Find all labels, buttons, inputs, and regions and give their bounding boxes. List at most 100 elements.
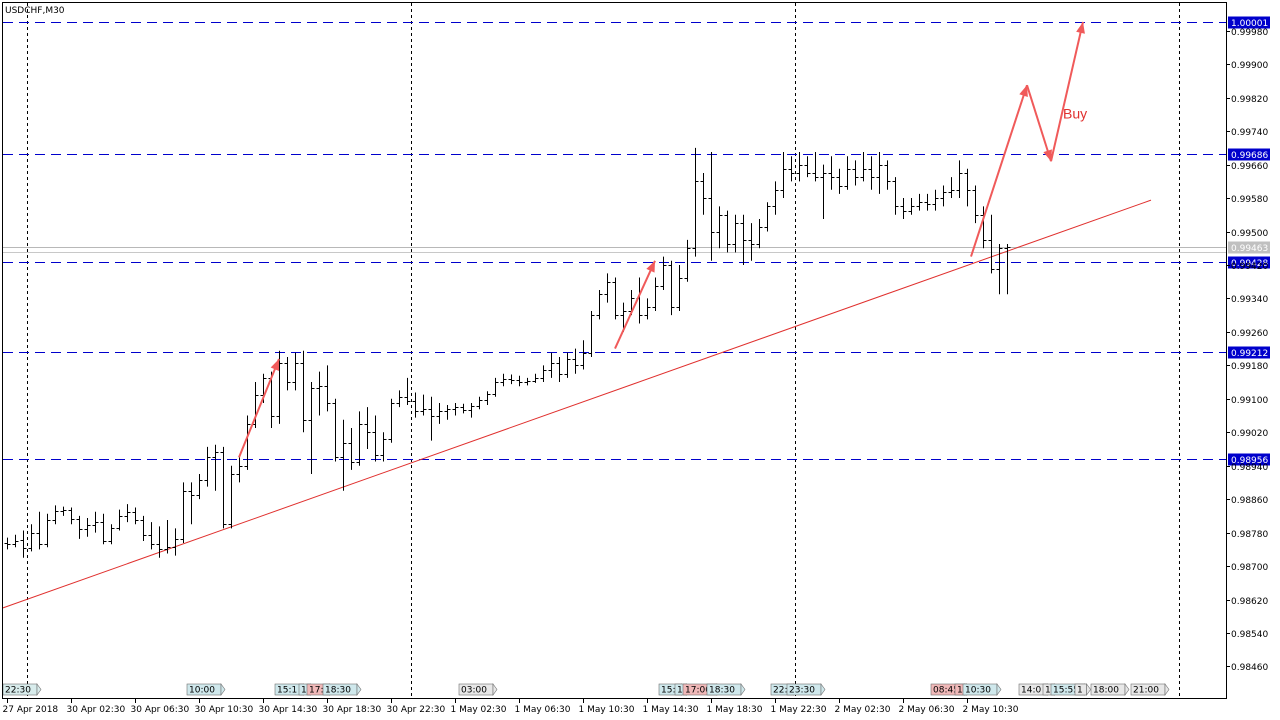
event-tag-label: 10:30	[965, 686, 991, 696]
ohlc-bar	[916, 193, 923, 211]
ohlc-bar	[20, 530, 27, 558]
event-tag-label: 22:30	[5, 686, 31, 696]
ohlc-bar	[244, 415, 251, 470]
event-tag-pointer	[1164, 683, 1170, 696]
ohlc-bar	[892, 177, 899, 215]
time-tick-label: 30 Apr 14:30	[259, 705, 318, 715]
ohlc-bar	[844, 156, 851, 190]
event-tag-label: 1	[957, 686, 963, 696]
ohlc-bar	[516, 375, 523, 387]
time-tick-label: 27 Apr 2018	[3, 705, 59, 715]
ohlc-bar	[540, 365, 547, 383]
ohlc-bar	[716, 206, 723, 249]
ohlc-bar	[348, 428, 355, 470]
ohlc-bar	[292, 352, 299, 391]
ohlc-bar	[356, 411, 363, 466]
ohlc-bar	[156, 526, 163, 558]
event-tag: 1	[1074, 683, 1091, 696]
level-price-label-bg	[1228, 346, 1270, 359]
ohlc-bar	[132, 507, 139, 525]
ohlc-bar	[580, 340, 587, 370]
ohlc-bar	[388, 398, 395, 443]
event-tag-label: 21:00	[1133, 686, 1159, 696]
ohlc-bar	[644, 298, 651, 320]
ohlc-bar	[92, 511, 99, 533]
ohlc-bar	[108, 524, 115, 545]
trendline	[2, 199, 1152, 609]
price-tick-label: 0.98940	[1231, 463, 1268, 473]
ohlc-bar	[12, 534, 19, 548]
level-price-label: 1.00001	[1231, 19, 1268, 29]
ohlc-bar	[532, 373, 539, 383]
level-price-label: 0.99686	[1231, 151, 1268, 161]
ohlc-bar	[204, 446, 211, 487]
ohlc-bar	[316, 371, 323, 416]
event-tag-label: 14:0	[1021, 686, 1041, 696]
ohlc-bar	[412, 392, 419, 418]
event-tag-label: 18:30	[325, 686, 351, 696]
ohlc-bar	[220, 446, 227, 529]
time-tick-label: 1 May 10:30	[579, 705, 635, 715]
price-tick-label: 0.99820	[1231, 95, 1268, 105]
ohlc-bar	[476, 396, 483, 410]
event-tag: 10:00	[186, 683, 226, 696]
ohlc-bar	[996, 244, 1003, 295]
event-tag-label: 17:00	[685, 686, 711, 696]
price-tick-label: 0.99660	[1231, 162, 1268, 172]
arrow-head	[646, 260, 655, 273]
time-tick-label: 2 May 06:30	[899, 705, 955, 715]
ohlc-bar	[116, 509, 123, 531]
ohlc-bar	[332, 398, 339, 462]
event-tag: 22:30	[2, 683, 42, 696]
ohlc-bars	[4, 147, 1011, 558]
price-tick-label: 0.98460	[1231, 663, 1268, 673]
arrow	[238, 358, 280, 458]
event-tag-pointer	[1086, 683, 1091, 696]
ohlc-bar	[180, 482, 187, 544]
ohlc-bar	[44, 513, 51, 548]
ohlc-bar	[484, 391, 491, 406]
price-tick-label: 0.99420	[1231, 262, 1268, 272]
trendline-group	[2, 199, 1152, 609]
ohlc-bar	[340, 419, 347, 491]
bid-ask-lines: 0.99463	[3, 241, 1270, 254]
price-tick-label: 0.98780	[1231, 530, 1268, 540]
price-tick-label: 0.98860	[1231, 496, 1268, 506]
arrow-head	[1043, 149, 1052, 162]
ohlc-bar	[52, 505, 59, 525]
time-tick-label: 1 May 22:30	[771, 705, 827, 715]
event-tag-label: 22:	[773, 686, 787, 696]
ohlc-bar	[756, 218, 763, 249]
ohlc-bar	[524, 377, 531, 386]
arrow-head	[1019, 85, 1028, 97]
ohlc-bar	[172, 528, 179, 556]
arrow	[614, 260, 656, 350]
horizontal-levels: 1.00001 0.99686 0.99428 0.99212 0.98956	[3, 16, 1270, 466]
ohlc-bar	[908, 198, 915, 215]
ohlc-bar	[700, 172, 707, 215]
event-tag-pointer	[820, 683, 826, 696]
ohlc-bar	[732, 214, 739, 253]
ohlc-bar	[436, 402, 443, 424]
time-tick-label: 30 Apr 10:30	[195, 705, 254, 715]
ohlc-bar	[68, 507, 75, 525]
ohlc-bar	[780, 152, 787, 199]
time-tick-label: 30 Apr 06:30	[131, 705, 190, 715]
ohlc-bar	[396, 390, 403, 408]
price-tick-label: 0.99740	[1231, 128, 1268, 138]
ohlc-bar	[308, 382, 315, 475]
ohlc-bar	[148, 522, 155, 550]
buy-annotation: Buy	[1063, 106, 1087, 122]
event-tag: 10:30	[962, 683, 1002, 696]
ohlc-bar	[932, 189, 939, 211]
projection-path	[970, 21, 1085, 257]
price-axis[interactable]: 0.99980 0.99900 0.99820 0.99740 0.99660 0.995…	[1226, 28, 1268, 673]
ohlc-bar	[820, 164, 827, 219]
ohlc-bar	[372, 415, 379, 462]
ohlc-bar	[980, 206, 987, 249]
ohlc-bar	[380, 432, 387, 462]
ohlc-bar	[812, 152, 819, 182]
price-tick-label: 0.99900	[1231, 61, 1268, 71]
price-tick-label: 0.99980	[1231, 28, 1268, 38]
